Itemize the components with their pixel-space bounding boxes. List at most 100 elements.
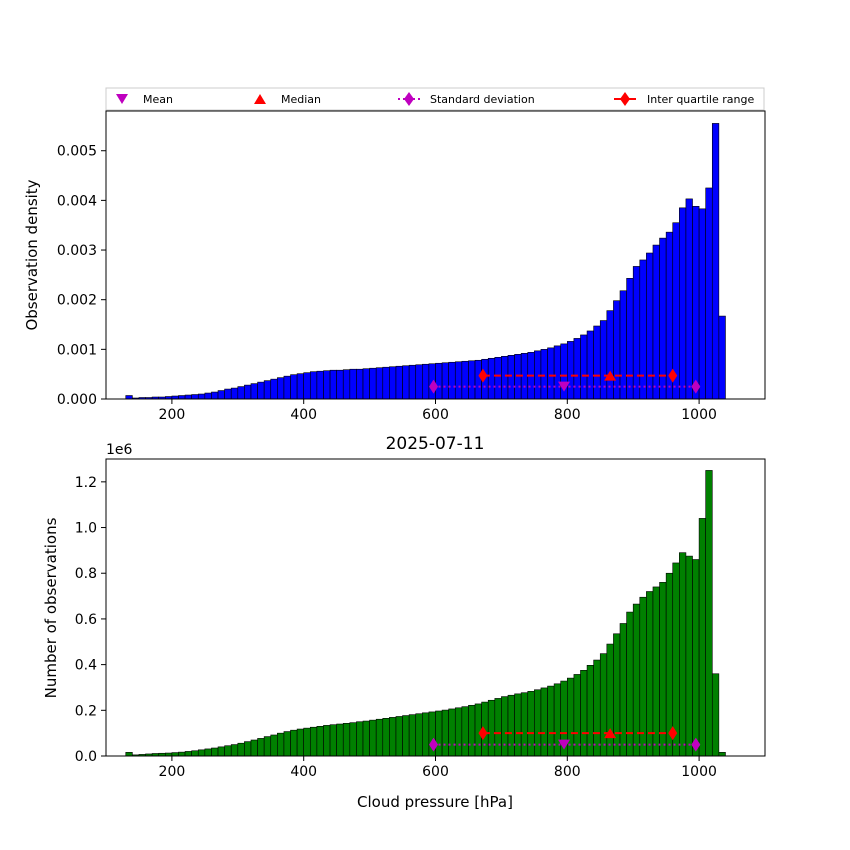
histogram-bar — [336, 723, 344, 757]
histogram-bar — [593, 659, 601, 757]
histogram-bar — [461, 360, 469, 400]
histogram-bar — [415, 713, 423, 757]
histogram-bar — [395, 365, 403, 400]
histogram-bar — [224, 388, 232, 400]
histogram-bar — [494, 698, 502, 757]
y-tick-label: 0.003 — [57, 243, 97, 259]
histogram-bar — [441, 709, 449, 757]
histogram-bar — [705, 470, 713, 757]
histogram-bar — [270, 734, 278, 757]
count-x-ticks: 200 400 600 800 1000 — [159, 756, 717, 780]
histogram-bar — [593, 325, 601, 400]
histogram-bar — [244, 384, 252, 400]
y-tick-label: 1.2 — [75, 475, 97, 491]
histogram-bar — [408, 714, 417, 757]
density-y-axis-label: Observation density — [23, 179, 41, 330]
median-marker — [604, 370, 617, 381]
histogram-bar — [659, 582, 667, 757]
std-high-marker — [691, 737, 701, 752]
histogram-bar — [270, 378, 278, 400]
legend-std-label: Standard deviation — [430, 93, 535, 106]
histogram-bar — [362, 368, 370, 400]
histogram-bar — [323, 725, 331, 757]
histogram-bar — [342, 369, 351, 400]
histogram-bar — [224, 745, 232, 757]
histogram-bar — [422, 363, 430, 400]
histogram-bar — [184, 394, 192, 400]
histogram-bar — [250, 383, 258, 400]
std-low-marker — [429, 737, 439, 752]
y-tick-label: 0.6 — [75, 612, 97, 628]
histogram-bar — [718, 315, 726, 400]
y-tick-label: 0.0 — [75, 749, 97, 765]
histogram-bar — [619, 623, 627, 757]
y-tick-label: 0.005 — [57, 144, 97, 160]
histogram-bar — [646, 252, 654, 400]
histogram-bar — [540, 687, 548, 757]
legend-median-marker — [254, 94, 266, 104]
histogram-bar — [514, 693, 522, 757]
histogram-bar — [461, 706, 469, 757]
histogram-bar — [441, 362, 449, 400]
legend-entry-iqr: Inter quartile range — [614, 92, 754, 106]
histogram-bar — [244, 741, 252, 757]
count-x-axis-label: Cloud pressure [hPa] — [357, 793, 513, 811]
histogram-bar — [217, 746, 225, 757]
histogram-bar — [705, 187, 713, 400]
histogram-bar — [547, 685, 555, 757]
legend-entry-mean: Mean — [116, 93, 173, 106]
histogram-bar — [237, 386, 245, 400]
histogram-bar — [586, 330, 594, 400]
count-offset-label: 1e6 — [106, 442, 133, 458]
histogram-bar — [599, 653, 608, 757]
histogram-bar — [454, 707, 463, 757]
legend-std-marker — [404, 92, 414, 106]
histogram-bar — [369, 367, 377, 400]
histogram-bar — [230, 744, 239, 757]
histogram-bar — [263, 736, 272, 757]
histogram-bar — [613, 300, 621, 400]
iqr-high-marker — [668, 726, 678, 741]
histogram-bar — [415, 364, 423, 400]
y-tick-label: 0.004 — [57, 193, 97, 209]
histogram-bar — [329, 369, 337, 400]
histogram-bar — [580, 670, 588, 757]
histogram-bar — [626, 278, 634, 400]
histogram-bar — [178, 395, 186, 400]
legend-median-label: Median — [281, 93, 321, 106]
density-histogram-panel: 200 400 600 800 1000 0.0000.0010.0020.0030.0… — [23, 110, 766, 423]
histogram-bar — [323, 370, 331, 400]
histogram-bar — [711, 673, 720, 757]
x-tick-label: 400 — [290, 764, 317, 780]
legend-iqr-label: Inter quartile range — [647, 93, 754, 106]
histogram-bar — [296, 373, 304, 400]
histogram-bar — [507, 355, 515, 400]
legend-iqr-marker — [620, 92, 630, 106]
histogram-bar — [257, 738, 265, 757]
x-tick-label: 600 — [422, 407, 449, 423]
histogram-bar — [487, 699, 496, 757]
histogram-bar — [652, 586, 660, 757]
y-tick-label: 0.4 — [75, 658, 97, 674]
histogram-bar — [191, 394, 199, 400]
histogram-bar — [501, 355, 509, 400]
legend-mean-label: Mean — [143, 93, 173, 106]
histogram-bar — [382, 366, 390, 400]
histogram-bar — [283, 375, 291, 400]
histogram-bar — [349, 722, 357, 757]
histogram-bar — [303, 727, 311, 757]
histogram-bar — [646, 591, 654, 757]
histogram-bar — [408, 364, 417, 400]
x-tick-label: 600 — [422, 764, 449, 780]
histogram-bar — [402, 715, 410, 757]
histogram-bar — [448, 361, 456, 400]
histogram-bar — [395, 716, 403, 757]
histogram-bar — [566, 341, 575, 400]
histogram-bar — [375, 718, 384, 757]
histogram-bar — [125, 395, 133, 400]
histogram-bar — [290, 374, 298, 400]
histogram-bar — [626, 611, 634, 757]
histogram-bar — [191, 750, 199, 757]
histogram-bar — [501, 696, 509, 757]
chart-title: 2025-07-11 — [386, 434, 485, 454]
